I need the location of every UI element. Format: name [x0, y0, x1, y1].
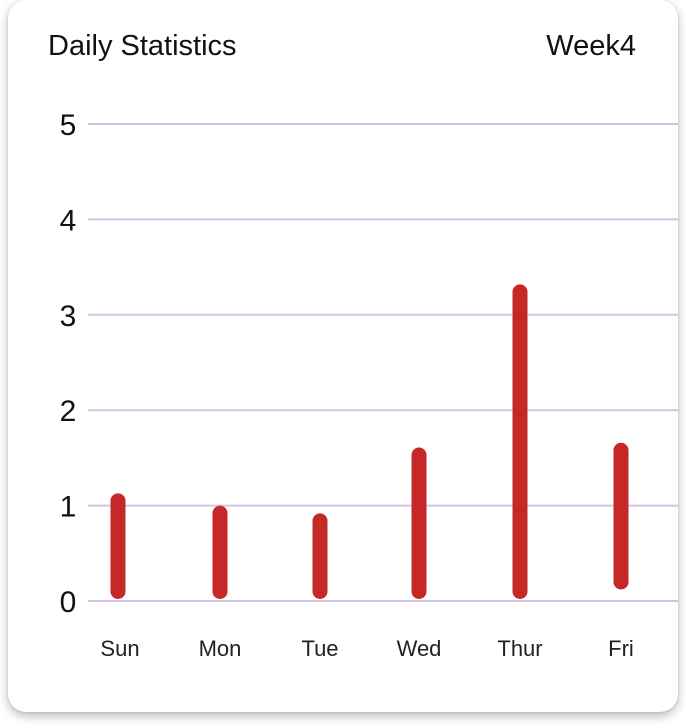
- bar-thur[interactable]: [513, 284, 528, 599]
- y-tick-label: 5: [60, 109, 77, 142]
- x-label-wed: Wed: [397, 636, 442, 661]
- y-axis-ticks: 0 1 2 3 4 5: [60, 109, 77, 619]
- bar-chart: 0 1 2 3 4 5 Sun Mon Tue Wed Thur Fri: [8, 0, 678, 712]
- grid-lines: [88, 124, 678, 601]
- x-label-thur: Thur: [497, 636, 542, 661]
- bar-mon[interactable]: [213, 506, 228, 599]
- x-label-sun: Sun: [100, 636, 139, 661]
- x-label-tue: Tue: [301, 636, 338, 661]
- bar-tue[interactable]: [313, 513, 328, 599]
- x-label-fri: Fri: [608, 636, 634, 661]
- y-tick-label: 3: [60, 300, 77, 333]
- bar-wed[interactable]: [412, 448, 427, 599]
- bar-sun[interactable]: [111, 493, 126, 599]
- x-label-mon: Mon: [199, 636, 242, 661]
- bars: [111, 284, 629, 599]
- y-tick-label: 1: [60, 491, 77, 524]
- y-tick-label: 4: [60, 204, 77, 237]
- x-axis-labels: Sun Mon Tue Wed Thur Fri: [100, 636, 633, 661]
- y-tick-label: 2: [60, 395, 77, 428]
- y-tick-label: 0: [60, 586, 77, 619]
- bar-fri[interactable]: [614, 443, 629, 590]
